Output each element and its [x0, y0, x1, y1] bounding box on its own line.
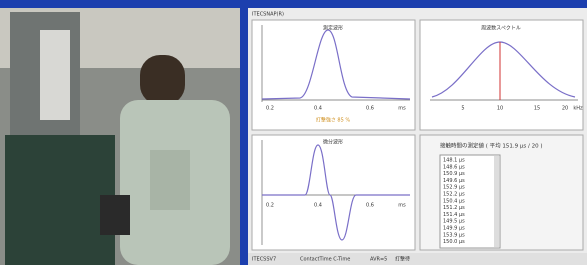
panel-title: 周波数スペクトル [481, 25, 521, 32]
x-tick-label: 0.2 [266, 106, 274, 112]
list-item: 151.4 μs [443, 212, 465, 218]
list-item: 149.5 μs [443, 219, 465, 225]
x-tick-label: 0.4 [314, 106, 322, 112]
x-tick-label: ms [398, 203, 406, 209]
panel-title: 測定波形 [323, 25, 343, 32]
x-tick-label: ms [398, 106, 406, 112]
panel [420, 20, 583, 130]
panel [252, 135, 415, 250]
list-item: 148.6 μs [443, 164, 465, 170]
list-item: 152.9 μs [443, 185, 465, 191]
x-tick-label: 5 [461, 106, 464, 112]
list-item: 150.4 μs [443, 198, 465, 204]
photo [0, 8, 240, 265]
window-title: ITECSNAP(R) [252, 12, 284, 18]
list-item: 149.9 μs [443, 226, 465, 232]
note: 打撃強さ 85 % [316, 117, 351, 124]
list-item: 152.2 μs [443, 192, 465, 198]
list-item: 148.1 μs [443, 158, 465, 164]
x-tick-label: kHz [573, 106, 583, 112]
list-item: 149.6 μs [443, 178, 465, 184]
status-text: 打撃待 [395, 256, 410, 263]
page: ITECSNAP(R) 測定波形 0.2 0.4 0.6 ms 周波数スペクトル 5 10 15… [0, 0, 587, 265]
x-tick-label: 10 [497, 106, 503, 112]
status-bar [248, 253, 587, 265]
status-text: AVR=5 [370, 257, 387, 263]
status-text: ContactTime C-Time [300, 257, 350, 263]
x-tick-label: 0.6 [366, 203, 374, 209]
scrollbar[interactable] [494, 156, 499, 247]
x-tick-label: 20 [562, 106, 568, 112]
x-tick-label: 0.2 [266, 203, 274, 209]
list-item: 150.9 μs [443, 171, 465, 177]
status-text: ITECSSV7 [252, 257, 276, 263]
x-tick-label: 0.6 [366, 106, 374, 112]
list-item: 153.9 μs [443, 232, 465, 238]
x-tick-label: 15 [534, 106, 540, 112]
x-tick-label: 0.4 [314, 203, 322, 209]
panel-title: 微分波形 [323, 139, 343, 146]
list-heading: 接触時間の測定値 ( 平均 151.9 μs / 20 ) [440, 142, 543, 150]
list-item: 150.0 μs [443, 239, 465, 245]
list-item: 151.2 μs [443, 205, 465, 211]
